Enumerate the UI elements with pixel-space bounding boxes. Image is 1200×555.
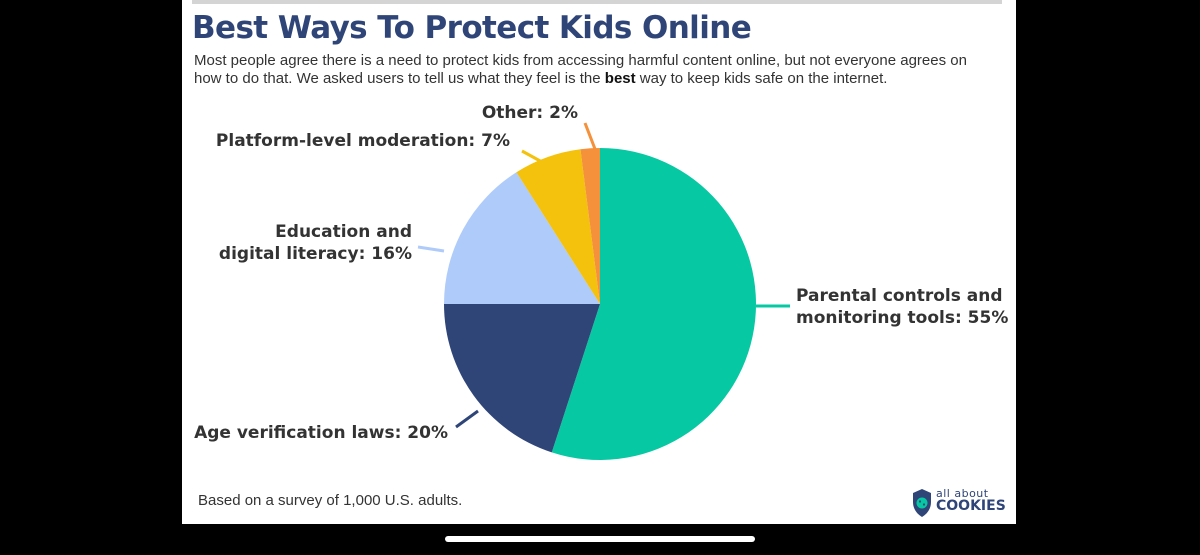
chart-card: Best Ways To Protect Kids Online Most pe… [182, 0, 1016, 524]
slice-label-line: Parental controls and [796, 286, 1003, 306]
slice-label: Parental controls and monitoring tools: 5… [796, 286, 1008, 328]
logo-line-1: all about [936, 487, 989, 500]
pie-slice [551, 148, 756, 460]
leader-line [521, 149, 543, 164]
subtitle-bold-word: best [604, 70, 636, 87]
slice-label: Platform-level moderation: 7% [216, 131, 510, 151]
pie-slice [516, 149, 600, 304]
shield-cookie-icon [913, 489, 931, 517]
slice-label-line: Age verification laws: 20% [194, 423, 448, 443]
top-divider [192, 0, 1002, 4]
slice-label-line: digital literacy: 16% [219, 244, 412, 264]
slice-label-line: monitoring tools: 55% [796, 308, 1008, 328]
subtitle-text-before: Most people agree there is a need to pro… [194, 52, 967, 87]
leader-line [455, 409, 479, 429]
pie-chart: Parental controls and monitoring tools: 5… [194, 103, 1008, 460]
logo-line-2: COOKIES [936, 498, 1006, 514]
leader-line [583, 122, 597, 150]
pie-slice [580, 148, 600, 304]
leader-line [417, 245, 445, 253]
chart-title: Best Ways To Protect Kids Online [192, 10, 752, 46]
home-indicator[interactable] [445, 536, 755, 542]
chart-subtitle: Most people agree there is a need to pro… [194, 52, 994, 88]
slice-label-line: Platform-level moderation: 7% [216, 131, 510, 151]
slice-label-line: Other: 2% [482, 103, 578, 123]
slice-label-line: Education and [275, 222, 412, 242]
pie-slice [444, 304, 600, 453]
slice-label: Other: 2% [482, 103, 578, 123]
slice-label: Age verification laws: 20% [194, 423, 448, 443]
survey-footnote: Based on a survey of 1,000 U.S. adults. [198, 492, 463, 509]
all-about-cookies-logo: all about COOKIES [912, 486, 1008, 520]
subtitle-text-after: way to keep kids safe on the internet. [635, 70, 888, 87]
pie-slice [444, 172, 600, 304]
slice-label: Education and digital literacy: 16% [219, 222, 412, 264]
